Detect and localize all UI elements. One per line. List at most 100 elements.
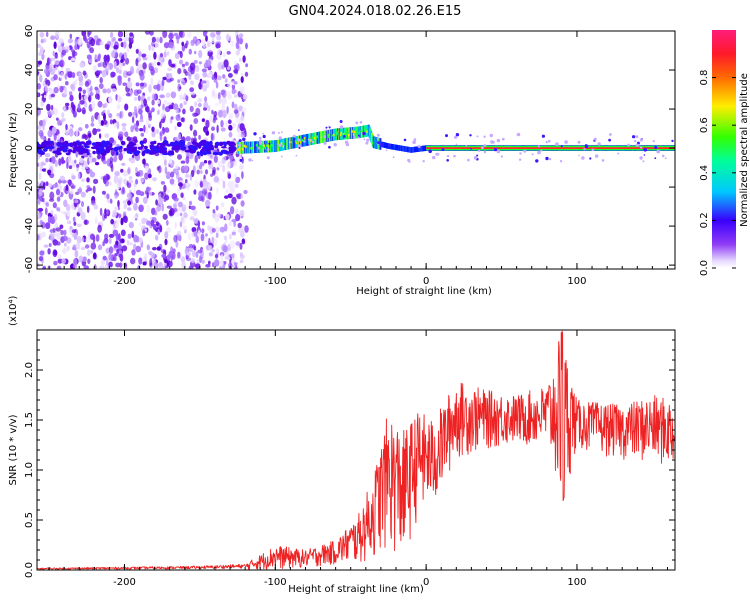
speck-mark [376, 133, 380, 137]
noise-mark [200, 170, 203, 174]
noise-mark [224, 223, 228, 232]
noise-mark [73, 221, 77, 226]
noise-mark [54, 160, 58, 167]
noise-mark [179, 78, 184, 82]
noise-mark [39, 250, 45, 256]
spectrogram-marks [37, 31, 675, 269]
noise-mark [61, 112, 65, 118]
noise-mark [140, 132, 145, 137]
noise-mark [227, 119, 232, 124]
speck-mark [295, 154, 298, 157]
noise-mark [178, 31, 183, 38]
colorbar-ticks: 0.0 0.2 0.4 0.6 0.8 [699, 70, 736, 276]
noise-mark [155, 221, 159, 226]
noise-mark [227, 193, 233, 199]
noise-mark [203, 160, 208, 164]
noise-mark [84, 101, 88, 108]
noise-band-mark [223, 151, 230, 155]
noise-mark [71, 175, 76, 180]
noise-mark [73, 232, 78, 240]
noise-mark [89, 47, 94, 54]
noise-band-mark [128, 144, 133, 150]
noise-mark [155, 129, 160, 134]
speck-mark [656, 149, 660, 154]
noise-mark [211, 236, 215, 245]
noise-mark [118, 253, 122, 258]
noise-mark [208, 183, 211, 190]
speck-mark [417, 145, 421, 148]
noise-mark [216, 75, 222, 81]
speck-mark [478, 149, 481, 152]
noise-mark [215, 81, 219, 89]
noise-mark [119, 262, 123, 268]
noise-mark [177, 68, 182, 75]
noise-mark [82, 256, 87, 263]
noise-mark [46, 57, 50, 66]
noise-mark [245, 63, 249, 68]
noise-mark [72, 110, 77, 118]
y-tick-label: 40 [24, 64, 35, 77]
speck-mark [642, 160, 645, 163]
noise-mark [211, 227, 216, 233]
noise-mark [239, 123, 245, 132]
noise-mark [211, 88, 216, 94]
speck-mark [523, 149, 527, 153]
noise-mark [97, 100, 103, 108]
noise-mark [190, 80, 194, 85]
speck-mark [476, 135, 479, 138]
speck-mark [353, 136, 356, 139]
noise-mark [239, 38, 243, 45]
noise-mark [194, 73, 200, 81]
noise-mark [85, 236, 91, 243]
noise-mark [130, 125, 134, 133]
noise-mark [149, 31, 154, 36]
speck-mark [412, 140, 416, 144]
speck-mark [258, 139, 263, 143]
noise-mark [93, 204, 99, 210]
speck-mark [280, 131, 283, 134]
noise-mark [175, 35, 180, 40]
speck-mark [453, 154, 456, 158]
speck-mark [496, 149, 501, 154]
noise-mark [58, 38, 64, 45]
noise-mark [242, 94, 248, 100]
noise-mark [75, 191, 80, 195]
spectrogram-frame [36, 30, 676, 270]
speck-mark [535, 159, 539, 163]
noise-mark [152, 177, 157, 182]
noise-mark [197, 220, 200, 228]
speck-mark [238, 139, 242, 142]
noise-mark [131, 230, 135, 238]
noise-mark [120, 229, 126, 237]
noise-mark [179, 221, 183, 228]
noise-mark [159, 36, 163, 44]
noise-mark [164, 238, 168, 246]
noise-mark [221, 178, 224, 183]
noise-mark [164, 231, 169, 239]
noise-mark [126, 192, 132, 199]
noise-mark [159, 94, 165, 99]
noise-mark [188, 243, 194, 249]
noise-mark [156, 83, 161, 92]
noise-mark [78, 255, 84, 263]
speck-mark [609, 133, 612, 136]
noise-mark [228, 220, 232, 227]
noise-mark [221, 89, 227, 99]
speck-mark [239, 158, 243, 162]
noise-mark [39, 74, 43, 83]
noise-mark [90, 200, 96, 206]
speck-mark [441, 148, 445, 151]
noise-mark [123, 211, 127, 217]
speck-mark [323, 141, 327, 145]
noise-band-mark [173, 145, 179, 151]
speck-mark [303, 140, 306, 143]
noise-band-mark [58, 146, 64, 151]
noise-mark [234, 103, 238, 111]
noise-band-mark [68, 142, 74, 147]
noise-mark [137, 63, 143, 72]
noise-mark [112, 229, 119, 237]
noise-mark [125, 57, 130, 65]
noise-band-mark [191, 141, 197, 145]
speck-mark [639, 156, 643, 160]
noise-mark [215, 226, 220, 234]
